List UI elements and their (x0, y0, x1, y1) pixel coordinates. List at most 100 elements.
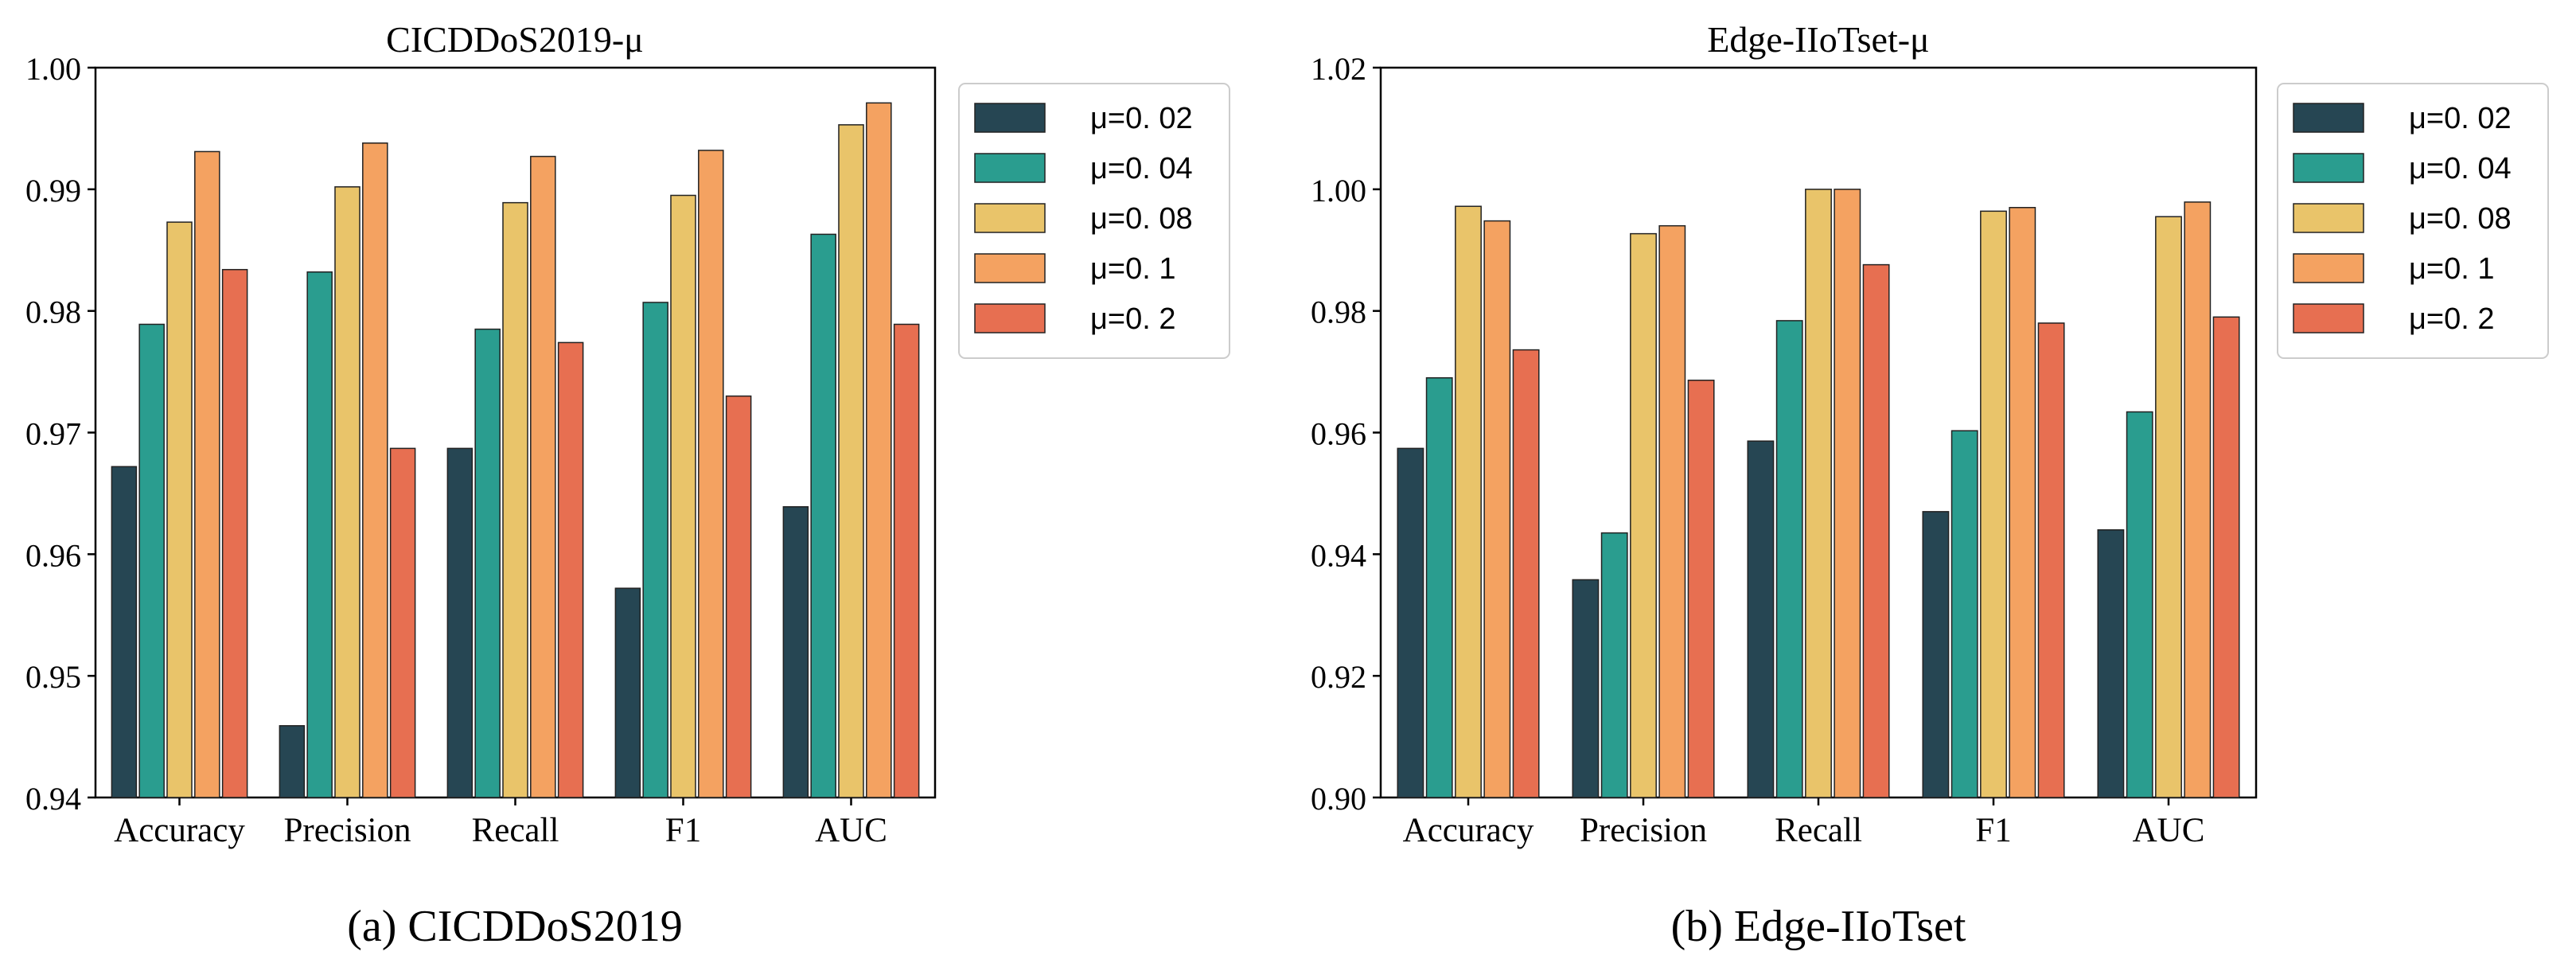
bar-accuracy-series-2 (1425, 376, 1453, 798)
x-tick-label-precision: Precision (1580, 812, 1707, 849)
y-tick-label: 0.94 (25, 781, 81, 817)
legend-cicddos2019: μ=0. 02 μ=0. 04 μ=0. 08 μ=0. 1 μ=0. 2 (958, 83, 1230, 359)
bar-precision-series-4 (362, 142, 388, 798)
bar-recall-series-4 (530, 155, 556, 798)
bar-auc-series-4 (866, 102, 892, 798)
y-tick-label: 0.92 (1311, 659, 1366, 695)
bar-accuracy-series-4 (194, 150, 220, 798)
bar-recall-series-3 (502, 201, 528, 798)
legend-label-cicddos2019-4: μ=0. 1 (1090, 252, 1175, 286)
bar-precision-series-3 (1630, 232, 1657, 798)
bar-auc-series-1 (782, 505, 809, 798)
y-tick-label: 0.90 (1311, 781, 1366, 817)
bar-auc-series-4 (2184, 201, 2212, 798)
y-tick-label: 0.98 (25, 294, 81, 330)
x-axis-cicddos2019: Accuracy Precision Recall F1 AUC (114, 797, 887, 849)
y-axis-cicddos2019: 0.94 0.95 0.96 0.97 0.98 0.99 1.00 (25, 51, 95, 817)
bar-f1-series-4 (2009, 207, 2036, 798)
chart-title-edge-iiotset: Edge-IIoTset-μ (1707, 19, 1929, 60)
bar-recall-series-2 (1775, 320, 1803, 798)
bar-accuracy-series-5 (221, 268, 248, 798)
bar-accuracy-series-3 (166, 221, 193, 798)
x-tick-label-accuracy: Accuracy (1403, 812, 1534, 849)
legend-label-edge-iiotset-3: μ=0. 08 (2409, 202, 2512, 236)
bar-f1-series-5 (725, 395, 752, 798)
x-tick-label-recall: Recall (472, 812, 559, 849)
y-tick-label: 0.98 (1311, 294, 1366, 330)
y-tick-label: 0.97 (25, 416, 81, 452)
bar-precision-series-3 (334, 186, 360, 798)
y-tick-label: 0.96 (25, 537, 81, 573)
bar-recall-series-1 (1747, 440, 1775, 798)
bar-f1-series-4 (698, 150, 724, 798)
y-tick-label: 1.00 (1311, 173, 1366, 209)
legend-label-cicddos2019-2: μ=0. 04 (1090, 152, 1193, 185)
bar-auc-series-3 (838, 124, 864, 798)
x-tick-label-precision: Precision (283, 812, 411, 849)
bar-auc-series-3 (2155, 216, 2182, 798)
bars-edge-iiotset (1397, 189, 2240, 798)
y-tick-label: 0.99 (25, 173, 81, 209)
bar-f1-series-3 (670, 194, 696, 798)
x-tick-label-f1: F1 (665, 812, 701, 849)
bar-precision-series-2 (306, 271, 333, 798)
bar-accuracy-series-4 (1483, 220, 1511, 798)
bar-auc-series-5 (893, 323, 920, 798)
panel-edge-iiotset: 0.90 0.92 0.94 0.96 0.98 1.00 1.02 Accuracy Pre… (1311, 19, 2549, 951)
x-tick-label-f1: F1 (1975, 812, 2011, 849)
bar-recall-series-2 (474, 328, 501, 798)
bar-recall-series-3 (1805, 189, 1832, 798)
legend-label-edge-iiotset-4: μ=0. 1 (2409, 252, 2494, 286)
legend-label-cicddos2019-1: μ=0. 02 (1090, 102, 1193, 135)
chart-title-cicddos2019: CICDDoS2019-μ (386, 19, 644, 60)
y-tick-label: 0.95 (25, 659, 81, 695)
bar-precision-series-5 (389, 447, 416, 798)
bar-recall-series-5 (557, 341, 584, 798)
y-tick-label: 1.02 (1311, 51, 1366, 87)
bar-recall-series-1 (446, 447, 474, 798)
bar-precision-series-1 (279, 725, 306, 798)
bar-precision-series-1 (1572, 579, 1600, 798)
legend-label-cicddos2019-5: μ=0. 2 (1090, 302, 1175, 336)
legend-label-edge-iiotset-5: μ=0. 2 (2409, 302, 2494, 336)
bar-precision-series-2 (1600, 532, 1628, 798)
legend-swatch-cicddos2019-4 (974, 253, 1046, 283)
caption-edge-iiotset: (b) Edge-IIoTset (1671, 902, 1966, 951)
x-tick-label-accuracy: Accuracy (114, 812, 245, 849)
bar-f1-series-3 (1980, 210, 2007, 798)
bar-precision-series-4 (1658, 224, 1686, 798)
bar-f1-series-1 (1922, 511, 1950, 798)
bar-auc-series-5 (2212, 316, 2240, 798)
bar-accuracy-series-3 (1455, 205, 1482, 798)
bar-f1-series-5 (2037, 322, 2065, 798)
bar-auc-series-2 (810, 233, 836, 798)
y-tick-label: 1.00 (25, 51, 81, 87)
bar-accuracy-series-2 (138, 323, 165, 798)
bar-f1-series-1 (614, 587, 641, 798)
x-tick-label-recall: Recall (1775, 812, 1862, 849)
bar-accuracy-series-1 (1397, 447, 1424, 798)
legend-swatch-cicddos2019-1 (974, 103, 1046, 133)
legend-swatch-edge-iiotset-3 (2293, 203, 2364, 233)
x-tick-label-auc: AUC (815, 812, 887, 849)
legend-label-edge-iiotset-1: μ=0. 02 (2409, 102, 2512, 135)
bar-f1-series-2 (1951, 430, 1978, 798)
bar-accuracy-series-1 (111, 466, 138, 798)
y-tick-label: 0.96 (1311, 416, 1366, 452)
bars-cicddos2019 (111, 102, 920, 798)
legend-swatch-cicddos2019-3 (974, 203, 1046, 233)
x-tick-label-auc: AUC (2133, 812, 2205, 849)
bar-recall-series-5 (1862, 263, 1890, 798)
y-tick-label: 0.94 (1311, 537, 1366, 573)
legend-swatch-cicddos2019-2 (974, 153, 1046, 183)
bar-f1-series-2 (642, 302, 668, 798)
legend-swatch-edge-iiotset-2 (2293, 153, 2364, 183)
legend-swatch-edge-iiotset-4 (2293, 253, 2364, 283)
x-axis-edge-iiotset: Accuracy Precision Recall F1 AUC (1403, 797, 2205, 849)
panel-cicddos2019: 0.94 0.95 0.96 0.97 0.98 0.99 1.00 Accuracy Pre… (25, 19, 1230, 951)
legend-label-cicddos2019-3: μ=0. 08 (1090, 202, 1193, 236)
bar-precision-series-5 (1687, 380, 1715, 798)
legend-swatch-edge-iiotset-5 (2293, 303, 2364, 333)
legend-label-edge-iiotset-2: μ=0. 04 (2409, 152, 2512, 185)
